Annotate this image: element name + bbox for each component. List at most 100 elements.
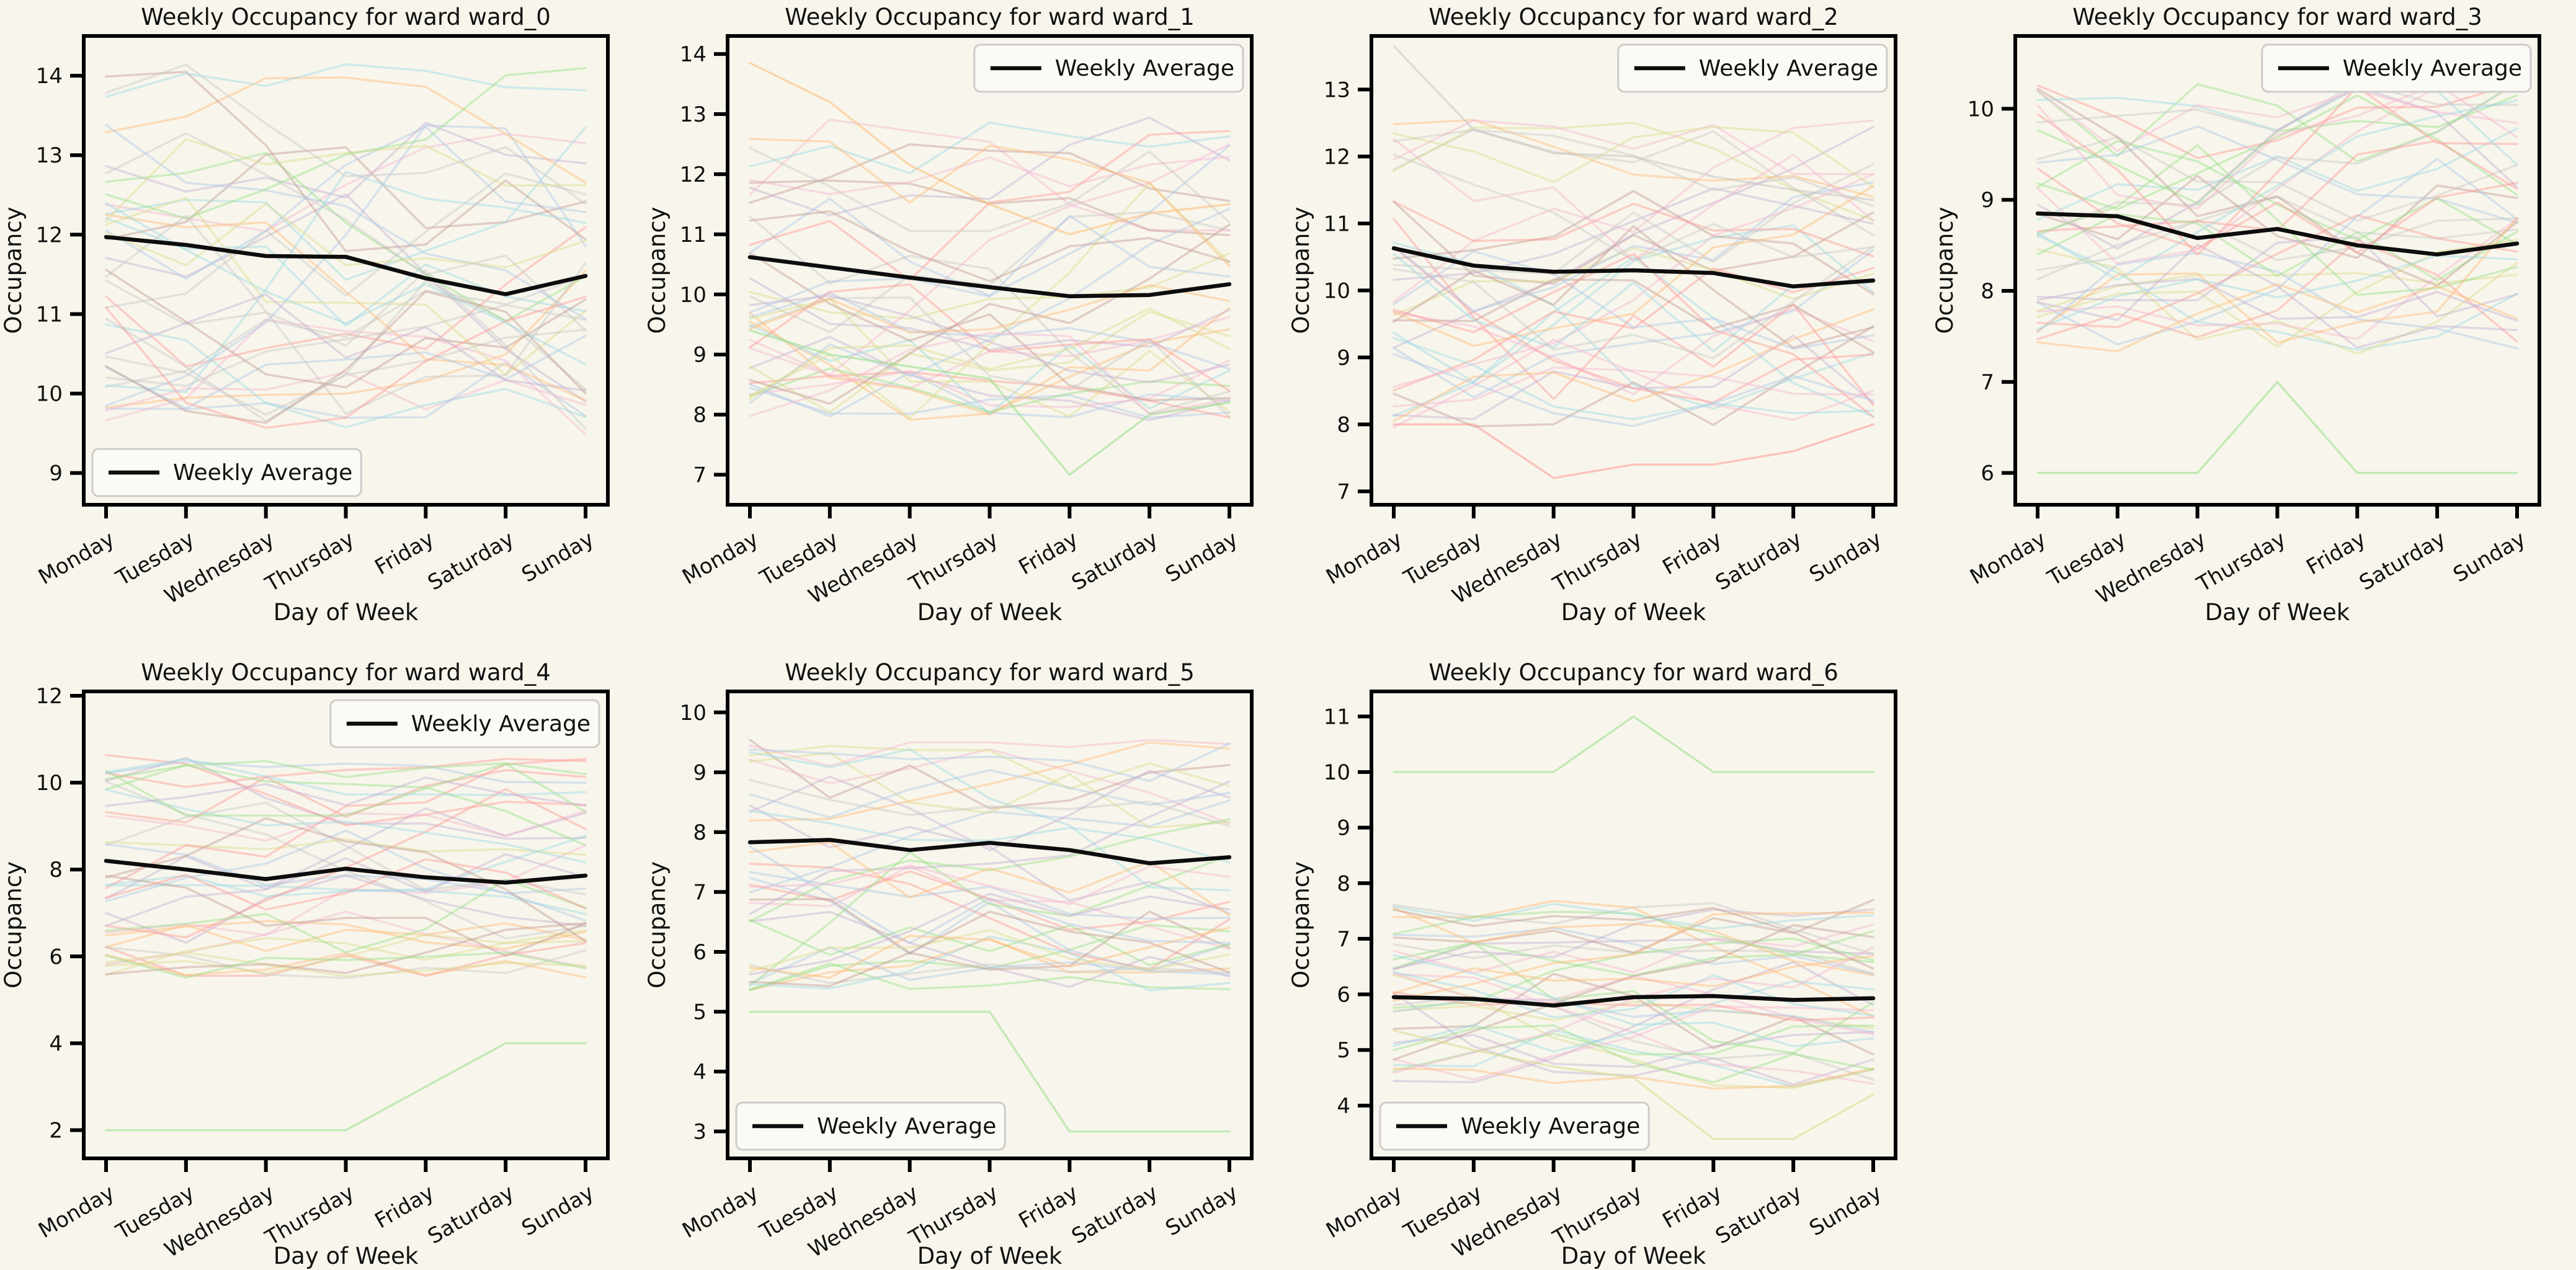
y-tick-label: 10 (680, 701, 706, 726)
patient-week-line (1393, 366, 1874, 408)
legend-box: Weekly Average (2261, 43, 2532, 93)
patient-week-line (105, 878, 587, 954)
patient-week-line (2036, 81, 2518, 133)
x-tick-label: Sunday (1161, 526, 1242, 587)
outlier-week-line (105, 1042, 587, 1132)
patient-week-line (1393, 980, 1874, 1053)
patient-week-line (2036, 243, 2518, 349)
patient-week-line (2036, 140, 2518, 246)
x-axis-label: Day of Week (274, 599, 419, 626)
x-tick-label: Saturday (1711, 526, 1806, 595)
patient-week-line (105, 853, 587, 927)
patient-week-line (749, 937, 1231, 991)
patient-week-line (105, 323, 587, 429)
data-lines-layer (747, 61, 1232, 476)
y-tick-label: 9 (1337, 345, 1350, 370)
patient-week-line (105, 295, 587, 429)
patient-week-line (105, 843, 587, 922)
patient-week-line (749, 748, 1231, 892)
patient-week-line (2036, 86, 2518, 250)
x-tick-label: Saturday (424, 526, 519, 595)
patient-week-line (1393, 200, 1874, 258)
patient-week-line (2036, 174, 2518, 259)
patient-week-line (1393, 955, 1874, 995)
patient-week-line (105, 769, 587, 824)
patient-week-line (749, 910, 1231, 988)
patient-week-line (1393, 926, 1874, 976)
x-tick-label: Sunday (517, 526, 598, 587)
weekly-average-line (1391, 993, 1876, 1008)
patient-week-line (105, 817, 587, 943)
patient-week-line (105, 304, 587, 387)
data-lines-layer (1391, 45, 1876, 479)
legend-label: Weekly Average (1461, 1114, 1640, 1139)
x-tick-label: Saturday (1711, 1180, 1806, 1249)
data-lines-layer (747, 739, 1232, 1133)
patient-week-line (105, 275, 587, 388)
patient-week-line (1393, 899, 1874, 954)
patient-week-line (1393, 1029, 1874, 1088)
patient-week-line (749, 898, 1231, 971)
patient-week-line (2036, 89, 2518, 153)
patient-week-line (1393, 938, 1874, 971)
y-tick-label: 7 (1337, 479, 1350, 504)
patient-week-line (2036, 158, 2518, 346)
chart-ward_4: 2 4 6 8 10 12 Monday Tuesday Wednesday Thursday Fr… (0, 645, 644, 1270)
patient-week-line (749, 877, 1231, 976)
patient-week-line (1393, 249, 1874, 399)
patient-week-line (105, 763, 587, 846)
patient-week-line (2036, 195, 2518, 280)
patient-week-line (105, 269, 587, 389)
patient-week-line (105, 361, 587, 419)
patient-week-line (105, 809, 587, 842)
chart-title: Weekly Occupancy for ward ward_6 (1428, 659, 1838, 686)
patient-week-line (105, 835, 587, 898)
axes-frame (726, 690, 1254, 1160)
x-tick-label: Sunday (2449, 526, 2529, 587)
patient-week-line (749, 130, 1231, 282)
patient-week-line (105, 371, 587, 412)
patient-week-line (105, 193, 587, 403)
patient-week-line (749, 143, 1231, 204)
weekly-average-line (747, 838, 1232, 866)
patient-week-line (749, 386, 1231, 419)
y-tick-label: 10 (1968, 97, 1994, 122)
chart-title: Weekly Occupancy for ward ward_0 (141, 4, 551, 30)
patient-week-line (1393, 119, 1874, 303)
patient-week-line (1393, 173, 1874, 388)
patient-week-line (749, 252, 1231, 402)
patient-week-line (749, 295, 1231, 384)
data-lines-layer (1391, 715, 1876, 1140)
y-tick-label: 10 (36, 771, 63, 796)
patient-week-line (749, 284, 1231, 334)
patient-week-line (749, 741, 1231, 822)
data-lines-layer (104, 63, 588, 436)
patient-week-line (105, 941, 587, 977)
patient-week-line (1393, 1024, 1874, 1084)
patient-week-line (749, 367, 1231, 414)
patient-week-line (1393, 941, 1874, 977)
patient-week-line (749, 310, 1231, 414)
patient-week-line (749, 296, 1231, 418)
data-lines-layer (104, 753, 588, 1132)
x-tick-label: Thursday (904, 526, 1002, 597)
patient-week-line (1393, 224, 1874, 349)
legend-box: Weekly Average (329, 699, 600, 748)
weekly-average-line (104, 234, 588, 296)
patient-week-line (2036, 283, 2518, 353)
y-axis-label: Occupancy (0, 861, 27, 988)
y-axis-label: Occupancy (644, 206, 671, 334)
patient-week-line (749, 210, 1231, 283)
patient-week-line (749, 143, 1231, 376)
patient-week-line (1393, 181, 1874, 313)
patient-week-line (2036, 251, 2518, 350)
x-tick-label: Monday (1322, 1180, 1406, 1243)
patient-week-line (749, 818, 1231, 923)
patient-week-line (105, 328, 587, 416)
patient-week-line (105, 171, 587, 393)
patient-week-line (2036, 82, 2518, 237)
patient-week-line (105, 951, 587, 977)
y-tick-label: 9 (693, 343, 706, 368)
